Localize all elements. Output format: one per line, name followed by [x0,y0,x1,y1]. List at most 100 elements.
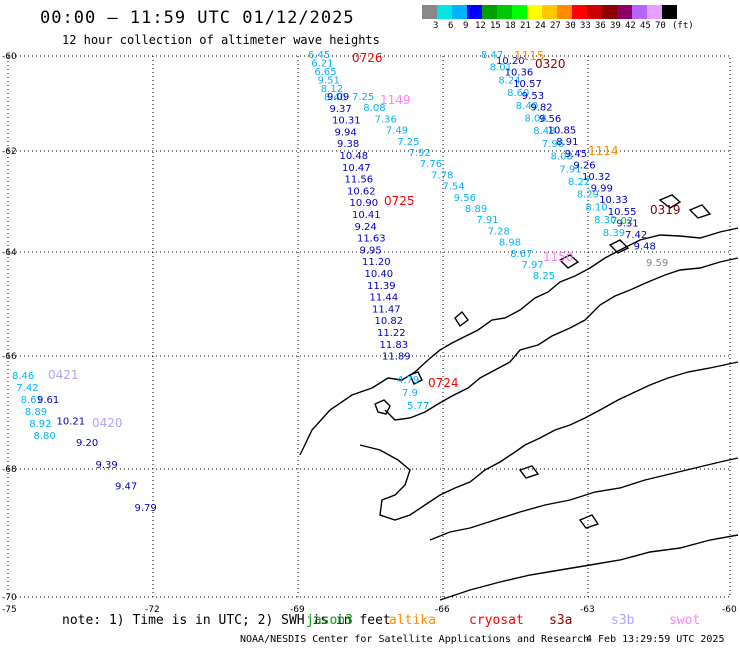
legend-label: 36 [595,21,606,31]
legend-label: 42 [625,21,636,31]
legend-swatch [482,5,497,19]
swh-value: 7.36 [375,114,397,125]
coastline-south [359,361,739,521]
swh-value: 11.63 [357,234,386,245]
island-8 [518,465,540,479]
swh-value: 7.25 [397,137,419,148]
lon-tick-label: -60 [722,605,737,615]
lon-tick-label: -72 [145,605,160,615]
swh-value: 9.51 [318,76,340,87]
island-2 [409,371,423,385]
pass-time-label: 1150 [543,250,574,264]
swh-value: 11.89 [382,352,411,363]
swh-value: 11.83 [380,340,409,351]
graticule [7,55,731,598]
swh-value: 10.57 [513,79,542,90]
swh-value: 7.28 [488,226,510,237]
footer-timestamp: 4 Feb 13:29:59 UTC 2025 [586,634,725,645]
swh-value: 11.47 [372,304,401,315]
swh-value: 9.09 [327,92,349,103]
swh-value: 9.26 [573,160,595,171]
map-frame [7,55,731,598]
swh-value: 10.32 [582,172,611,183]
legend-swatch [647,5,662,19]
legend-swatch [572,5,587,19]
swh-value: 10.33 [599,195,628,206]
pass-time-label: 0320 [535,57,566,71]
swh-value: 10.31 [332,116,361,127]
swh-value: 9.45 [565,149,587,160]
swh-value: 10.90 [350,198,379,209]
swh-value: 7.42 [16,383,38,394]
swh-value: 9.48 [634,242,656,253]
swh-value: 8.25 [533,271,555,282]
swh-value: 10.36 [505,68,534,79]
swh-value: 9.95 [360,245,382,256]
swh-value: 8.98 [499,238,521,249]
swh-value: 9.53 [522,91,544,102]
swh-value: 7.91 [559,164,581,175]
legend-label: 15 [490,21,501,31]
lat-tick-label: -66 [2,352,17,362]
swh-value: 8.22 [568,177,590,188]
legend-label: 39 [610,21,621,31]
legend-label: 33 [580,21,591,31]
swh-value: 7.96 [542,139,564,150]
pass-time-label: 0421 [48,368,79,382]
pass-time-label: 0319 [650,203,681,217]
lon-tick-label: -66 [435,605,450,615]
swh-value: 6.45 [308,50,330,61]
legend-swatch [617,5,632,19]
lon-tick-label: -69 [290,605,305,615]
pass-time-label: 0726 [352,51,383,65]
swh-value: 10.20 [496,56,525,67]
legend-swatch [512,5,527,19]
legend-unit: (ft) [672,21,694,31]
swh-value: 7.42 [625,230,647,241]
legend-label: 70 [655,21,666,31]
island-4 [558,254,580,269]
swh-value: 8.08 [363,103,385,114]
island-1 [374,399,391,415]
lat-tick-label: -64 [2,248,17,258]
lat-tick-label: -62 [2,147,17,157]
swh-value: 9.38 [337,139,359,150]
swh-value: 8.40 [324,93,346,104]
pass-time-label: 1114 [588,144,619,158]
swh-value: 8.01 [490,63,512,74]
legend-label: 21 [520,21,531,31]
swh-value: 7.97 [522,260,544,271]
legend-label: 45 [640,21,651,31]
swh-value: 6.65 [314,67,336,78]
swh-value: 8.10 [585,202,607,213]
legend-swatch [632,5,647,19]
swh-value: 4.79 [397,375,419,386]
swh-value: 10.55 [608,207,637,218]
swh-value: 8.60 [507,88,529,99]
lon-tick-label: -63 [580,605,595,615]
swh-value: 9.31 [616,218,638,229]
swh-value: 10.48 [340,151,369,162]
legend-swatch [527,5,542,19]
legend-swatch [467,5,482,19]
swh-value: 9.39 [96,460,118,471]
swh-value: 7.92 [409,148,431,159]
swh-value: 8.61 [21,395,43,406]
swh-value: 11.56 [345,175,374,186]
legend-label: 12 [475,21,486,31]
legend-label: 18 [505,21,516,31]
lat-tick-label: -68 [2,465,17,475]
legend-swatch [662,5,677,19]
swh-value: 10.41 [352,210,381,221]
swh-value: 8.24 [498,75,520,86]
swh-value: 7.54 [442,182,464,193]
coastline-southeast [429,457,739,541]
mission-label: jason3 [306,613,353,628]
swh-value: 10.62 [347,186,376,197]
legend-label: 30 [565,21,576,31]
swh-value: 9.82 [530,102,552,113]
swh-value: 11.44 [370,293,399,304]
swh-value: 8.67 [510,249,532,260]
legend-swatch [587,5,602,19]
